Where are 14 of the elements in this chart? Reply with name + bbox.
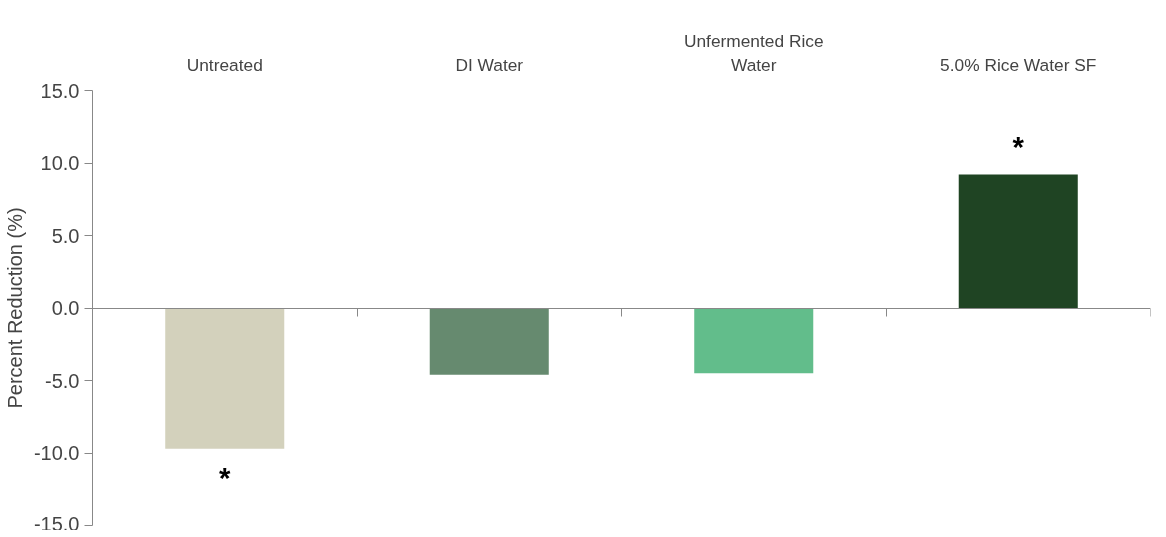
y-tick-label: 10.0 (40, 152, 80, 174)
x-tick-label: 5.0% Rice Water SF (940, 54, 1097, 75)
data-label: * (219, 460, 232, 494)
x-tick-label: DI Water (455, 54, 524, 75)
x-tick-label: Untreated (186, 54, 263, 75)
y-tick-label: -15.0 (33, 512, 80, 535)
data-label: * (1012, 129, 1025, 163)
y-tick-label: 0.0 (51, 297, 80, 319)
y-tick-label: 5.0 (51, 224, 80, 247)
x-tick-label: Unfermented Rice Water (683, 30, 824, 75)
y-axis-title: Percent Reduction (%) (3, 207, 26, 409)
y-tick-label: 15.0 (40, 79, 80, 102)
y-tick-label: -10.0 (33, 442, 80, 464)
y-tick-label: -5.0 (45, 369, 80, 392)
